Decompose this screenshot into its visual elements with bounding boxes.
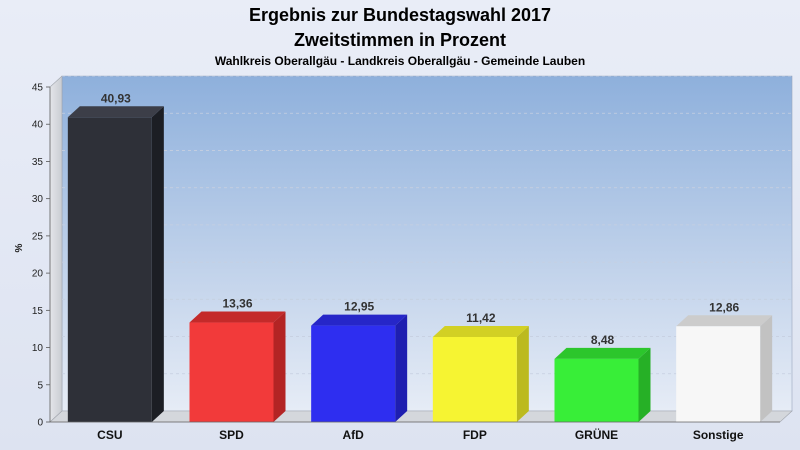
bar [189, 322, 274, 422]
grid-lines [62, 75, 792, 375]
bar-group: 11,42 [432, 311, 529, 422]
bar [554, 358, 639, 422]
bar-side [516, 325, 529, 422]
y-tick-label: 40 [32, 120, 44, 131]
bar-value-label: 13,36 [222, 297, 252, 311]
x-tick-label: SPD [219, 428, 244, 442]
bar [676, 326, 761, 422]
bar-value-label: 8,48 [591, 333, 615, 347]
bar-value-label: 12,95 [344, 300, 374, 314]
bar [432, 336, 517, 422]
chart-subtitle: Wahlkreis Oberallgäu - Landkreis Oberall… [215, 54, 585, 68]
y-tick-label: 10 [32, 343, 44, 354]
y-tick-label: 20 [32, 269, 44, 280]
bar-group: 12,86 [676, 300, 773, 422]
chart-title-line2: Zweitstimmen in Prozent [294, 30, 506, 50]
bar-side [760, 315, 773, 422]
bar-value-label: 12,86 [709, 300, 739, 314]
x-tick-label: GRÜNE [575, 427, 618, 442]
bar [67, 117, 152, 422]
bar-side [151, 106, 164, 422]
chart-title: Ergebnis zur Bundestagswahl 2017 [249, 5, 551, 25]
bar-group: 12,95 [311, 300, 408, 422]
x-tick-label: AfD [343, 428, 365, 442]
y-tick-label: 25 [32, 231, 44, 242]
bar-value-label: 40,93 [101, 91, 131, 105]
x-tick-label: CSU [97, 428, 122, 442]
y-tick-label: 5 [37, 380, 43, 391]
y-axis: 0 5 10 15 20 25 30 35 40 45 [32, 83, 51, 429]
bars: 40,93 13,36 12,95 11,42 8,48 12,86 [67, 91, 773, 422]
y-tick-label: 45 [32, 83, 44, 94]
bar-top [67, 106, 164, 118]
bar-top [189, 311, 286, 323]
y-axis-label: % [14, 243, 25, 252]
bar-side [395, 314, 408, 422]
x-axis: CSU SPD AfD FDP GRÜNE Sonstige [50, 421, 780, 442]
y-tick-label: 30 [32, 194, 44, 205]
y-tick-label: 0 [37, 418, 43, 429]
y-tick-label: 15 [32, 306, 44, 317]
bar-group: 40,93 [67, 91, 164, 422]
bar-top [432, 325, 529, 337]
bar-side [638, 347, 651, 422]
bar-side [273, 311, 286, 422]
y-tick-label: 35 [32, 157, 44, 168]
bar [311, 325, 396, 422]
bar-group: 8,48 [554, 333, 651, 422]
bar-top [676, 315, 773, 327]
bar-value-label: 11,42 [466, 311, 496, 325]
bar-top [311, 314, 408, 326]
side-wall [49, 75, 63, 423]
bar-top [554, 347, 651, 359]
x-tick-label: FDP [463, 428, 487, 442]
x-tick-label: Sonstige [693, 428, 744, 442]
bar-group: 13,36 [189, 297, 286, 422]
